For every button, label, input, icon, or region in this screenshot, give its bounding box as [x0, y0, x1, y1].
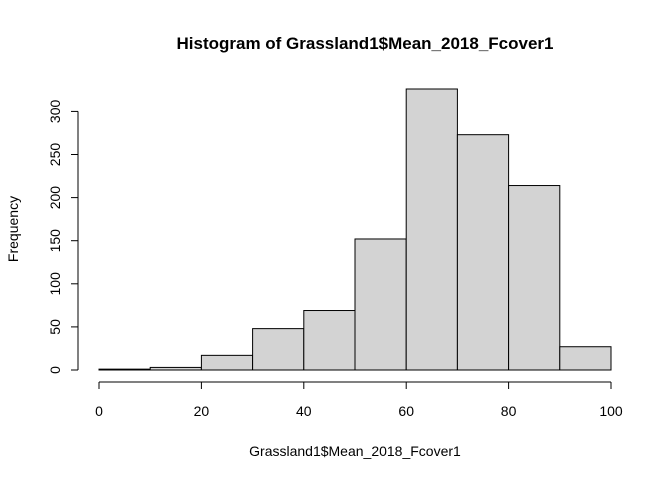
histogram-bar-60-70: [405, 88, 458, 371]
y-tick-label: 250: [47, 143, 63, 167]
histogram-bar-70-80: [456, 134, 510, 371]
y-tick-label: 150: [47, 229, 63, 253]
x-axis: 0 20 40 60 80 100: [95, 381, 623, 419]
y-tick-label: 50: [47, 319, 63, 335]
x-tick-label: 20: [194, 403, 210, 419]
x-axis-label: Grassland1$Mean_2018_Fcover1: [249, 443, 461, 459]
histogram-bars: [98, 88, 612, 371]
y-tick-label: 200: [47, 186, 63, 210]
y-axis: 0 50 100 150 200 250 300: [47, 100, 79, 374]
y-tick-label: 300: [47, 100, 63, 124]
x-tick-label: 60: [398, 403, 414, 419]
histogram-bar-20-30: [200, 354, 254, 371]
histogram-bar-30-40: [252, 328, 305, 371]
histogram-bar-80-90: [508, 185, 561, 371]
histogram-bar-10-20: [149, 366, 202, 371]
x-tick-label: 80: [501, 403, 517, 419]
y-tick-label: 100: [47, 272, 63, 296]
histogram-bar-40-50: [303, 310, 356, 371]
chart-title: Histogram of Grassland1$Mean_2018_Fcover…: [176, 34, 553, 53]
x-tick-label: 0: [95, 403, 103, 419]
y-axis-label: Frequency: [5, 196, 21, 262]
x-tick-label: 100: [599, 403, 623, 419]
y-tick-label: 0: [47, 366, 63, 374]
x-tick-label: 40: [296, 403, 312, 419]
histogram-bar-50-60: [354, 238, 407, 371]
histogram-bar-0-10: [98, 368, 151, 371]
histogram-bar-90-100: [559, 346, 612, 371]
